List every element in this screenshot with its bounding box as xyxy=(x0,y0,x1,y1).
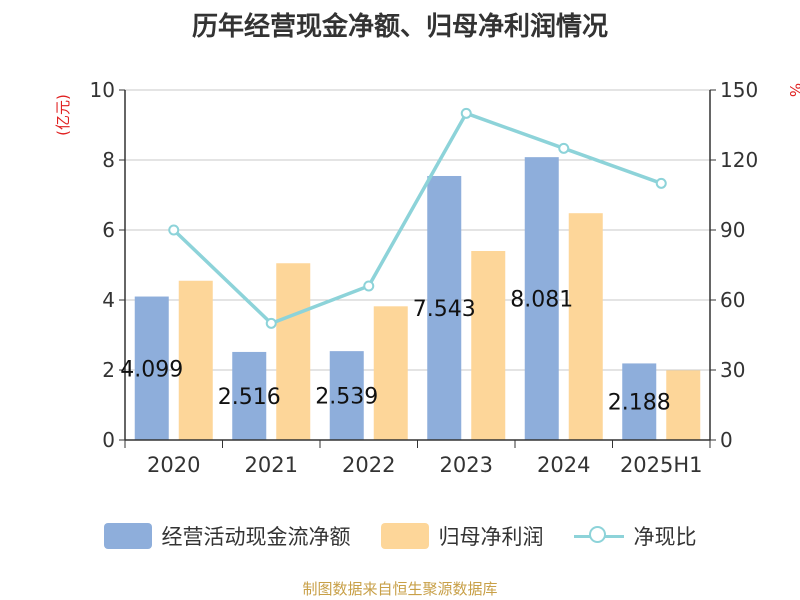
x-tick-label: 2020 xyxy=(147,453,200,477)
x-tick-label: 2022 xyxy=(342,453,395,477)
data-label-cashflow: 2.188 xyxy=(608,391,671,416)
y-tick-label-left: 4 xyxy=(102,288,115,312)
point-ratio xyxy=(558,142,570,154)
chart-title: 历年经营现金净额、归母净利润情况 xyxy=(191,12,608,42)
bar-cashflow xyxy=(524,157,559,441)
y-tick-label-right: 90 xyxy=(720,218,745,242)
x-tick-label: 2021 xyxy=(245,453,298,477)
x-tick-label: 2023 xyxy=(440,453,493,477)
bar-cashflow xyxy=(232,351,267,440)
bar-profit xyxy=(666,370,701,440)
legend-item-cashflow[interactable]: 经营活动现金流净额 xyxy=(103,521,351,551)
data-label-cashflow: 8.081 xyxy=(510,288,573,313)
data-label-cashflow: 2.516 xyxy=(218,385,281,410)
x-tick-label: 2024 xyxy=(537,453,590,477)
legend-label-cashflow: 经营活动现金流净额 xyxy=(161,525,351,549)
bar-cashflow xyxy=(427,175,462,440)
point-ratio xyxy=(460,107,472,119)
legend-swatch-ratio xyxy=(573,523,624,549)
y-tick-label-left: 0 xyxy=(102,428,115,452)
legend-swatch-cashflow xyxy=(103,523,152,549)
y-tick-label-left: 6 xyxy=(102,218,115,242)
point-ratio xyxy=(168,224,180,236)
y-tick-label-left: 10 xyxy=(90,78,115,102)
data-label-cashflow: 7.543 xyxy=(413,297,476,322)
y-tick-label-left: 8 xyxy=(102,148,115,172)
bar-profit xyxy=(568,213,603,440)
bar-profit xyxy=(276,263,311,440)
x-tick-label: 2025H1 xyxy=(620,453,703,477)
y-tick-label-right: 60 xyxy=(720,288,745,312)
bar-cashflow xyxy=(134,296,169,440)
point-ratio xyxy=(265,317,277,329)
y-tick-label-right: 0 xyxy=(720,428,733,452)
y-tick-label-left: 2 xyxy=(102,358,115,382)
bar-profit xyxy=(373,306,408,440)
point-ratio xyxy=(363,280,375,292)
y-tick-label-right: 150 xyxy=(720,78,758,102)
legend-label-profit: 归母净利润 xyxy=(438,525,544,549)
y-axis-label-left: (亿元) xyxy=(54,94,72,136)
chart-legend: 经营活动现金流净额 归母净利润 净现比 xyxy=(0,516,800,556)
y-tick-label-right: 120 xyxy=(720,148,758,172)
legend-label-ratio: 净现比 xyxy=(633,525,697,549)
legend-item-profit[interactable]: 归母净利润 xyxy=(380,521,544,551)
source-note: 制图数据来自恒生聚源数据库 xyxy=(302,580,498,598)
bar-cashflow xyxy=(329,351,364,440)
point-ratio xyxy=(655,177,667,189)
data-label-cashflow: 4.099 xyxy=(120,357,183,382)
legend-item-ratio[interactable]: 净现比 xyxy=(573,521,697,551)
legend-swatch-profit xyxy=(380,523,429,549)
y-axis-label-right: % xyxy=(786,83,800,97)
data-label-cashflow: 2.539 xyxy=(315,385,378,410)
bar-profit xyxy=(178,280,213,440)
bar-profit xyxy=(471,251,506,440)
line-ratio xyxy=(172,111,662,326)
bar-cashflow xyxy=(622,363,657,440)
y-tick-label-right: 30 xyxy=(720,358,745,382)
